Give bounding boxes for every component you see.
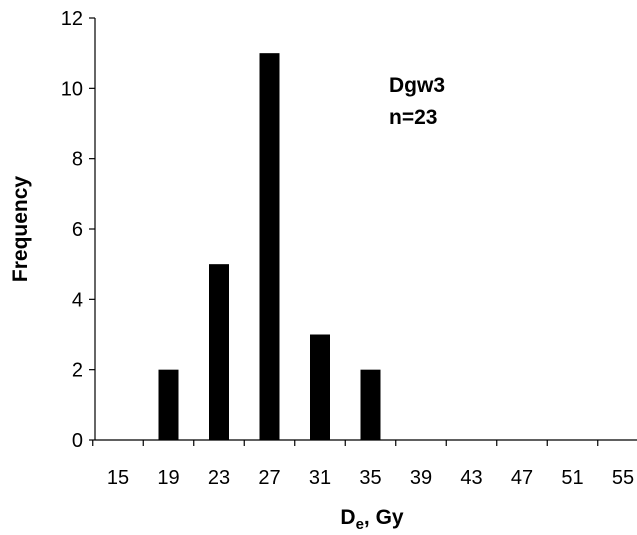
y-tick-label: 6	[72, 219, 83, 241]
y-axis-title: Frequency	[9, 176, 32, 283]
x-axis-title: De, Gy	[340, 506, 404, 533]
x-tick-label: 31	[309, 467, 331, 489]
x-tick-label: 43	[460, 467, 482, 489]
y-tick-label: 4	[72, 289, 83, 311]
bar-35	[360, 369, 381, 440]
y-tick-label: 12	[61, 8, 83, 30]
y-tick-label: 2	[72, 360, 83, 382]
x-axis-title-subscript: e	[356, 516, 364, 533]
annotation-sample-name: Dgw3	[389, 74, 445, 97]
y-tick-label: 0	[72, 430, 83, 452]
x-tick-label: 35	[359, 467, 381, 489]
x-tick-label: 15	[107, 467, 129, 489]
y-tick-label: 10	[61, 78, 83, 100]
bar-23	[209, 264, 229, 440]
x-tick-label: 23	[208, 467, 230, 489]
bar-27	[259, 53, 280, 441]
x-tick-label: 19	[157, 467, 179, 489]
y-ticks: 0 2 4 6 8 10 12	[61, 8, 95, 452]
x-tick-label: 39	[410, 467, 432, 489]
bar-31	[310, 334, 330, 440]
x-ticks: 15 19 23 27 31 35 39 43 47 51 55	[92, 440, 634, 489]
x-tick-label: 47	[511, 467, 533, 489]
x-tick-label: 51	[561, 467, 583, 489]
y-tick-label: 8	[72, 149, 83, 171]
x-axis-title-main: D	[340, 506, 355, 529]
bar-19	[158, 369, 179, 440]
x-tick-label: 55	[612, 467, 634, 489]
x-axis-title-rest: , Gy	[364, 506, 404, 529]
annotation-sample-count: n=23	[389, 106, 437, 129]
bars	[158, 53, 381, 441]
x-tick-label: 27	[258, 467, 280, 489]
